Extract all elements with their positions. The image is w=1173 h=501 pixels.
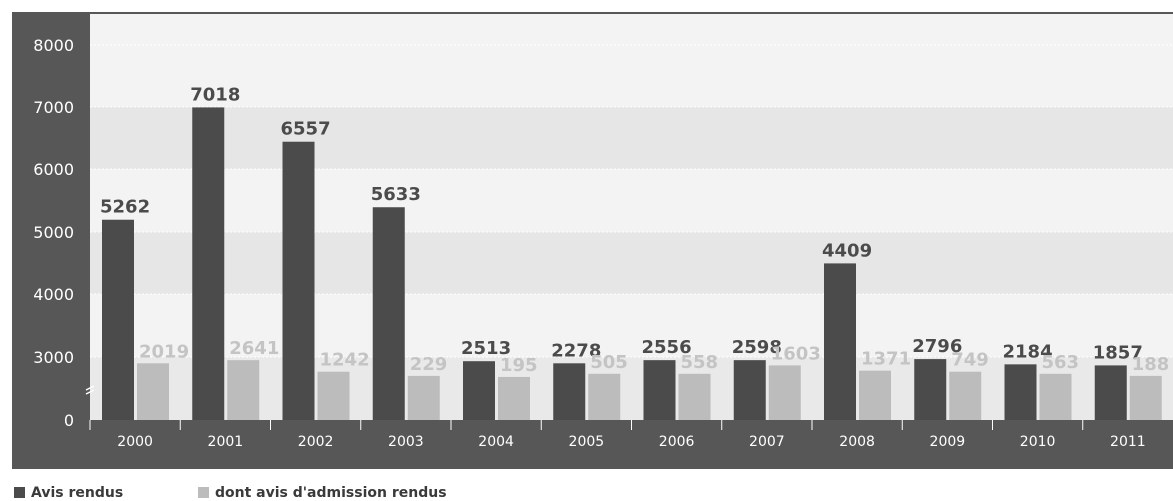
x-axis-ticks: 2000 2001 2002 2003 2004 2005 2006 2007 2008 2009… xyxy=(89,420,1146,450)
x-tick-label: 2011 xyxy=(1110,434,1146,450)
bar-avis-rendus xyxy=(102,219,134,420)
plot-band xyxy=(90,45,1173,107)
x-tick-label: 2008 xyxy=(839,434,875,450)
data-label-admission-rendus: 563 xyxy=(1042,352,1080,373)
legend-item-avis-rendus: Avis rendus xyxy=(14,485,198,501)
data-label-admission-rendus: 1242 xyxy=(320,350,370,371)
bar-admission-rendus xyxy=(317,371,350,420)
bar-admission-rendus xyxy=(137,363,169,420)
x-tick-label: 2006 xyxy=(659,434,695,450)
y-tick-label: 0 xyxy=(64,411,74,430)
data-label-avis-rendus: 2184 xyxy=(1003,341,1053,362)
legend-swatch-admission-rendus xyxy=(198,487,209,498)
y-tick-label: 3000 xyxy=(33,348,74,367)
bar-admission-rendus xyxy=(1129,375,1162,420)
plot-band xyxy=(90,169,1173,232)
plot-band xyxy=(90,14,1173,45)
y-tick-label: 7000 xyxy=(33,98,74,117)
bar-avis-rendus xyxy=(914,359,947,420)
x-tick-label: 2000 xyxy=(117,434,153,450)
data-label-avis-rendus: 5633 xyxy=(371,184,421,205)
bar-admission-rendus xyxy=(949,371,982,420)
legend-label-admission-rendus: dont avis d'admission rendus xyxy=(215,484,447,501)
x-tick-label: 2005 xyxy=(569,434,605,450)
data-label-avis-rendus: 2796 xyxy=(912,336,962,357)
plot-band xyxy=(90,232,1173,294)
data-label-avis-rendus: 2278 xyxy=(551,340,601,361)
data-label-avis-rendus: 5262 xyxy=(100,197,150,218)
plot-background-bands xyxy=(90,14,1173,468)
bar-admission-rendus xyxy=(678,373,711,420)
legend: Avis rendus dont avis d'admission rendus xyxy=(14,484,447,501)
data-label-avis-rendus: 2513 xyxy=(461,338,511,359)
y-tick-label: 5000 xyxy=(33,223,74,242)
data-label-admission-rendus: 2019 xyxy=(139,341,189,362)
bar-admission-rendus xyxy=(227,360,260,420)
bar-admission-rendus xyxy=(1039,373,1072,420)
y-axis-ticks: 0 3000 4000 5000 6000 7000 8000 xyxy=(33,36,95,430)
bar-avis-rendus xyxy=(1094,365,1127,420)
bars xyxy=(102,107,1162,421)
data-label-admission-rendus: 749 xyxy=(951,350,989,371)
data-label-admission-rendus: 1603 xyxy=(771,343,821,364)
gridlines xyxy=(90,44,1173,358)
bar-avis-rendus xyxy=(733,360,766,420)
axis-break-mark xyxy=(85,389,95,395)
bar-avis-rendus xyxy=(1004,364,1037,420)
data-label-avis-rendus: 4409 xyxy=(822,240,872,261)
legend-swatch-avis-rendus xyxy=(14,487,25,498)
bar-avis-rendus xyxy=(372,207,405,420)
x-tick-label: 2003 xyxy=(388,434,424,450)
y-tick-label: 8000 xyxy=(33,36,74,55)
x-tick-label: 2002 xyxy=(298,434,334,450)
data-label-avis-rendus: 2556 xyxy=(642,337,692,358)
legend-item-admission-rendus: dont avis d'admission rendus xyxy=(198,485,447,501)
plot-band xyxy=(90,107,1173,169)
bar-avis-rendus xyxy=(282,141,315,420)
legend-label-avis-rendus: Avis rendus xyxy=(31,484,124,501)
bar-admission-rendus xyxy=(588,373,621,420)
x-tick-label: 2004 xyxy=(478,434,514,450)
data-label-admission-rendus: 195 xyxy=(500,355,538,376)
x-tick-label: 2007 xyxy=(749,434,785,450)
data-label-avis-rendus: 1857 xyxy=(1093,342,1143,363)
data-label-admission-rendus: 188 xyxy=(1132,354,1170,375)
bar-admission-rendus xyxy=(859,370,891,420)
data-label-admission-rendus: 2641 xyxy=(229,338,279,359)
x-tick-label: 2001 xyxy=(208,434,244,450)
data-label-admission-rendus: 505 xyxy=(590,352,628,373)
y-tick-label: 4000 xyxy=(33,285,74,304)
bar-admission-rendus xyxy=(498,376,530,420)
data-label-avis-rendus: 2598 xyxy=(732,337,782,358)
bar-avis-rendus xyxy=(192,107,225,421)
bar-admission-rendus xyxy=(407,375,440,420)
bar-avis-rendus xyxy=(553,363,586,420)
bar-avis-rendus xyxy=(463,361,495,420)
data-label-avis-rendus: 7018 xyxy=(190,84,240,105)
bar-avis-rendus xyxy=(643,360,676,420)
y-tick-label: 6000 xyxy=(33,160,74,179)
plot-band xyxy=(90,357,1173,420)
data-label-admission-rendus: 229 xyxy=(410,354,448,375)
bar-avis-rendus xyxy=(824,263,856,420)
data-label-avis-rendus: 6557 xyxy=(281,119,331,140)
data-label-admission-rendus: 558 xyxy=(681,352,719,373)
data-label-admission-rendus: 1371 xyxy=(861,349,911,370)
x-tick-label: 2009 xyxy=(930,434,966,450)
x-tick-label: 2010 xyxy=(1020,434,1056,450)
plot-band xyxy=(90,294,1173,357)
bar-admission-rendus xyxy=(768,365,801,420)
axis-break-mark xyxy=(85,385,95,391)
